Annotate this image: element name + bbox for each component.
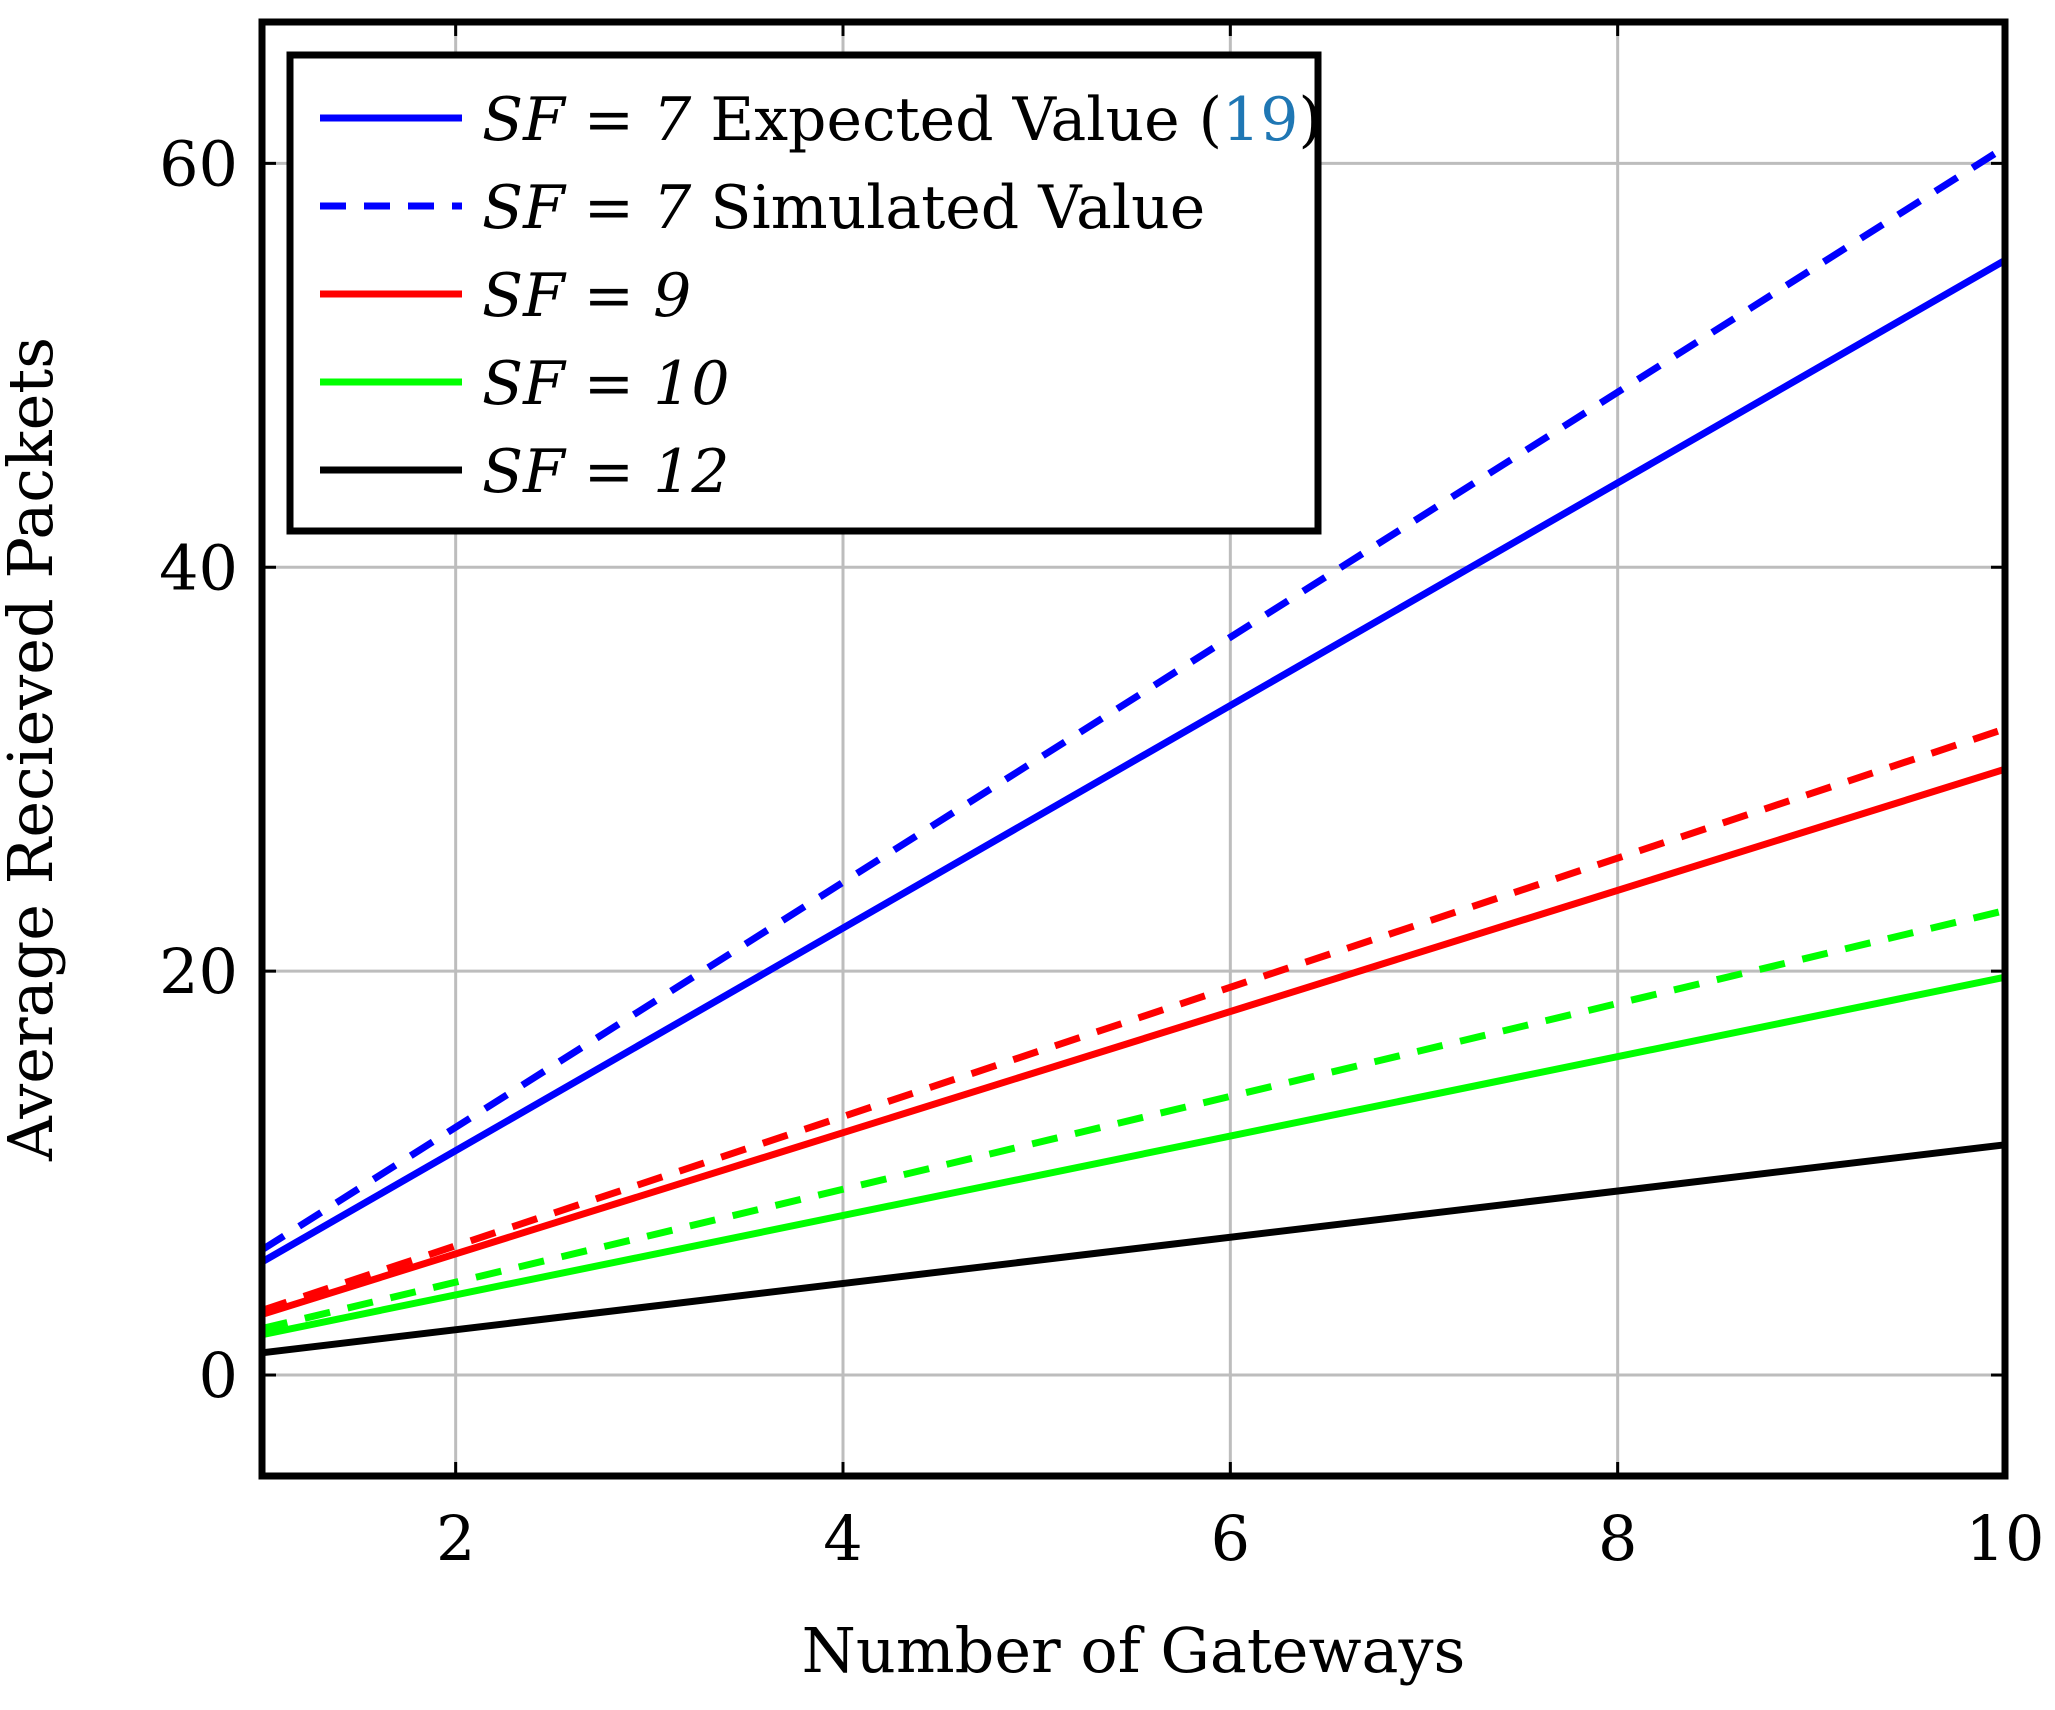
legend-ref-link[interactable]: 19 — [1222, 85, 1298, 155]
legend-math: SF = 7 — [482, 173, 692, 243]
plot-area — [260, 144, 2007, 1357]
series-line-2 — [260, 765, 2007, 1318]
plot-frame — [258, 18, 2009, 1480]
series-line-4 — [261, 973, 2006, 1339]
y-tick-label: 20 — [159, 935, 238, 1008]
legend-math: SF = 10 — [482, 349, 730, 419]
legend-math: SF = 9 — [482, 261, 691, 331]
x-axis-label: Number of Gateways — [802, 1614, 1466, 1687]
legend-label-4: SF = 12 — [482, 437, 730, 507]
series-line-5 — [261, 907, 2006, 1332]
legend-text: Expected Value ( — [691, 85, 1222, 155]
ticks: 2 4 6 8 10 0 20 40 60 — [159, 22, 2044, 1575]
legend-text-close: ) — [1298, 85, 1321, 155]
x-tick-label: 10 — [1966, 1502, 2045, 1575]
y-tick-label: 60 — [159, 127, 238, 200]
series-group — [260, 144, 2007, 1357]
y-tick-label: 0 — [199, 1339, 238, 1412]
series-line-1 — [260, 144, 2007, 1253]
x-tick-label: 4 — [823, 1502, 862, 1575]
x-tick-label: 8 — [1598, 1502, 1637, 1575]
legend: SF = 7 Expected Value (19)SF = 7 Simulat… — [286, 51, 1322, 535]
x-tick-label: 2 — [436, 1502, 475, 1575]
y-axis-label: Average Recieved Packets — [0, 337, 67, 1162]
y-tick-label: 40 — [159, 531, 238, 604]
series-line-6 — [261, 1141, 2006, 1357]
x-tick-label: 6 — [1211, 1502, 1250, 1575]
legend-text: Simulated Value — [691, 173, 1205, 243]
legend-math: SF = 7 — [482, 85, 692, 155]
legend-label-1: SF = 7 Simulated Value — [482, 173, 1205, 243]
legend-label-3: SF = 10 — [482, 349, 730, 419]
legend-math: SF = 12 — [482, 437, 730, 507]
legend-label-0: SF = 7 Expected Value (19) — [482, 85, 1322, 155]
series-line-0 — [260, 257, 2007, 1265]
legend-label-2: SF = 9 — [482, 261, 691, 331]
